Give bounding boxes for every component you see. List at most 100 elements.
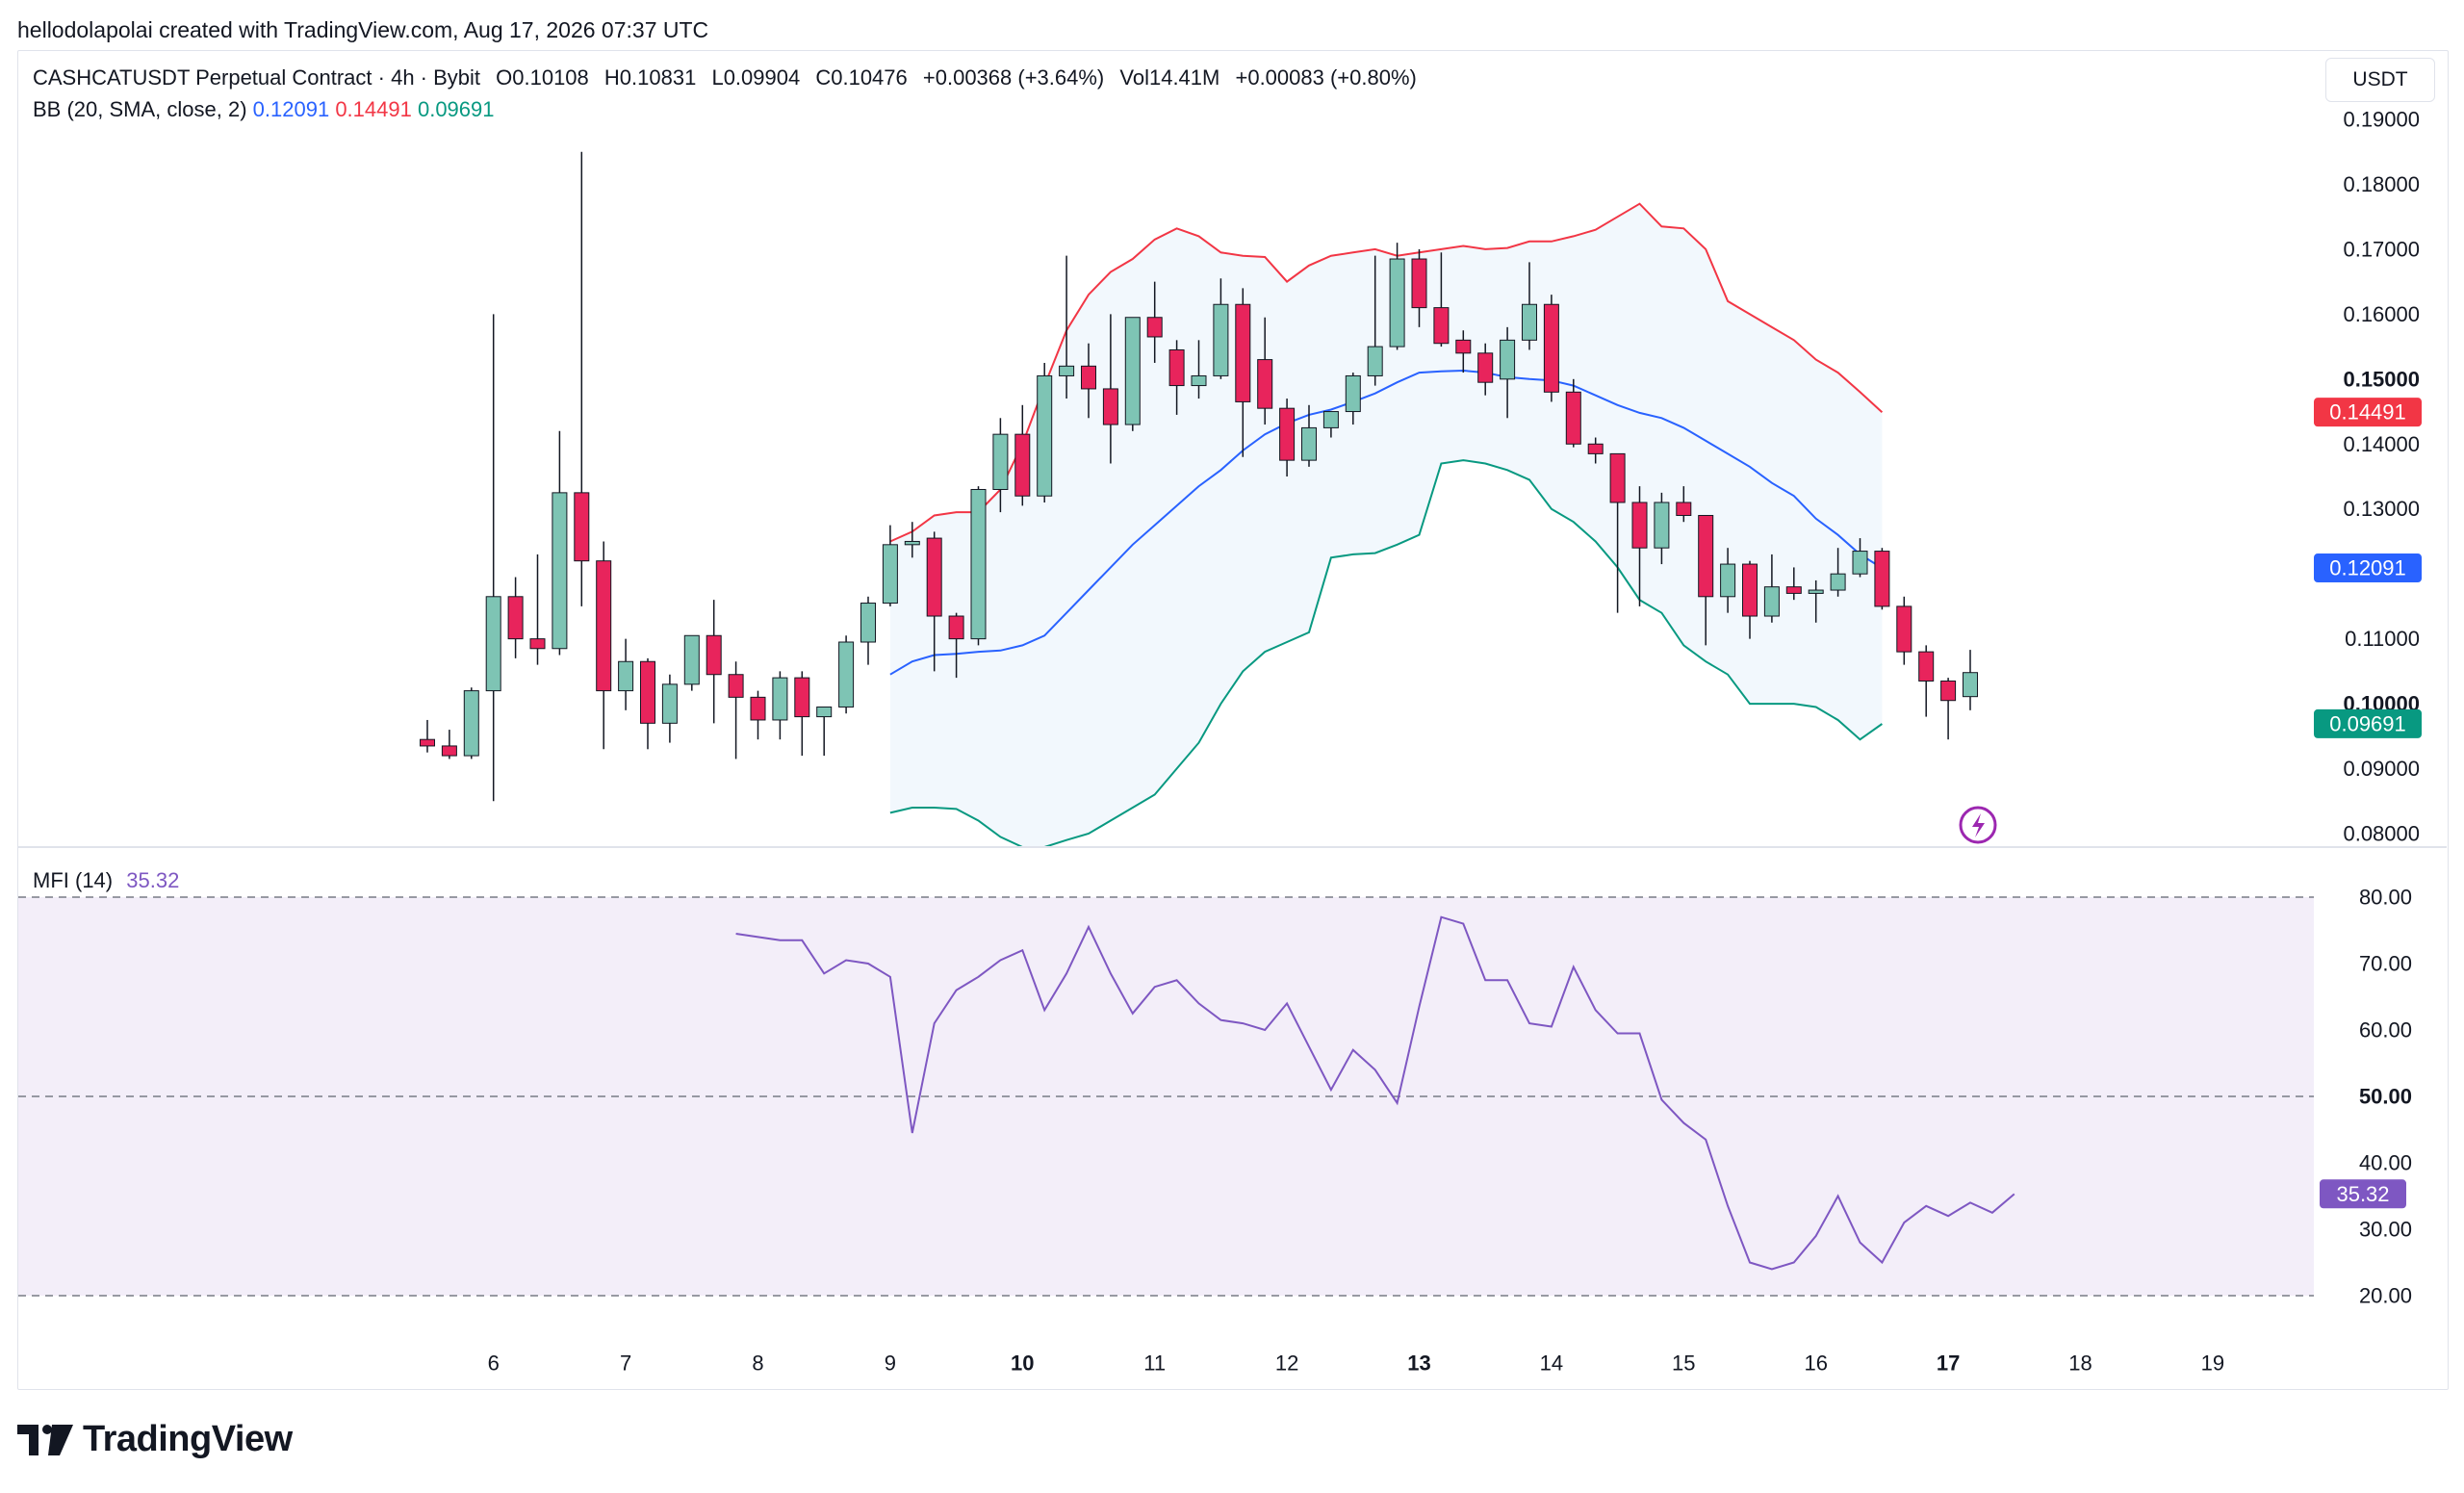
candle [970,486,987,646]
candle-body [1389,258,1405,348]
candle-body [706,634,722,676]
bb-upper-line [889,202,1884,543]
candle-body [1609,452,1626,503]
candle-body [507,596,524,640]
price-axis-tick: 0.08000 [2343,822,2420,846]
candle [1830,548,1846,597]
chart-credit: hellodolapolai created with TradingView.… [17,17,709,42]
candle-body [1565,391,1581,445]
candle-body [1477,352,1494,383]
candle [1940,678,1957,740]
candle-body [882,544,898,605]
candle [1124,317,1141,431]
candle [882,525,898,606]
candle [1676,486,1692,523]
candle-body [1918,651,1935,682]
candle-body [1081,365,1096,390]
time-axis-tick: 17 [1937,1351,1960,1376]
price-axis-tick: 0.13000 [2343,497,2420,521]
bb-lower-line [889,459,1883,848]
price-labels: 0.14491 0.12091 0.09691 35.32 [2314,398,2422,1209]
candle [1874,548,1890,610]
price-axis-tick: 0.19000 [2343,108,2420,132]
candle [552,430,568,656]
tradingview-logo[interactable]: TradingView [17,1419,293,1460]
candle [1081,343,1096,419]
candle-body [992,433,1009,490]
open-value: O0.10108 [496,65,589,90]
candle-body [1411,258,1427,309]
mfi-value: 35.32 [126,868,180,892]
candle-body [1896,605,1912,653]
candle [618,638,634,710]
bb-label[interactable]: BB (20, SMA, close, 2) [33,97,247,121]
mfi-axis-tick: 70.00 [2359,952,2412,976]
candle-body [1543,303,1559,393]
candle [1587,437,1604,464]
candle-body [1654,502,1670,549]
candle [463,687,479,759]
mfi-axis-tick: 40.00 [2359,1151,2412,1175]
mfi-label[interactable]: MFI (14) [33,868,114,892]
bb-basis-line [889,369,1883,676]
time-axis-tick: 12 [1275,1351,1298,1376]
candle-body [838,641,855,708]
candle [1213,278,1229,379]
candle [816,706,833,757]
candle-body [1698,514,1714,598]
price-label: 0.09691 [2314,708,2422,738]
candle-body [1455,339,1472,354]
mfi-current-text: 35.32 [2336,1182,2389,1206]
candle [926,531,942,672]
candle-body [860,603,876,643]
bollinger-bands [889,202,1884,848]
candle [1720,548,1736,613]
candle-body [1345,374,1361,413]
candle-body [1433,307,1450,345]
tradingview-logo-text: TradingView [83,1419,293,1459]
candle-body [1587,443,1604,454]
candle [1146,281,1163,363]
candle [706,600,722,724]
candle [838,635,855,714]
price-label-text: 0.09691 [2329,711,2406,735]
candle [1037,362,1053,502]
candle [1785,567,1802,601]
candle [948,612,964,679]
candle-body [816,706,833,718]
price-axis-tick: 0.17000 [2343,237,2420,261]
symbol-title[interactable]: CASHCATUSDT Perpetual Contract · 4h · By… [33,65,481,90]
candle-body [1191,374,1207,387]
candle-body [1146,317,1163,338]
candle-body [1124,317,1141,425]
bb-upper-value: 0.14491 [335,97,412,121]
mfi-line [735,915,2015,1271]
currency-button[interactable]: USDT [2325,58,2435,102]
candle [1345,373,1361,425]
bolt-icon [1959,806,1997,844]
candle [485,314,501,802]
candlesticks [420,151,1978,802]
candle-body [1742,563,1758,617]
candle [860,596,876,665]
candle-body [1852,551,1868,575]
candle-body [1940,680,1957,702]
price-label-box [2314,398,2422,427]
candle-body [1213,303,1229,376]
mfi-current-box [2320,1179,2406,1209]
price-axis-tick: 0.16000 [2343,302,2420,326]
time-axis-tick: 16 [1804,1351,1827,1376]
candle-body [1367,346,1383,376]
candle [507,577,524,658]
candle [574,151,590,606]
high-value: H0.10831 [603,65,697,90]
candle-body [1279,407,1296,461]
candle-body [1301,426,1317,461]
time-axis-tick: 18 [2068,1351,2092,1376]
chart-frame [17,50,2449,1390]
candle-body [529,638,546,650]
candle-body [1631,502,1648,549]
candle-body [441,745,457,757]
bb-legend: BB (20, SMA, close, 2) 0.12091 0.14491 0… [33,97,495,122]
